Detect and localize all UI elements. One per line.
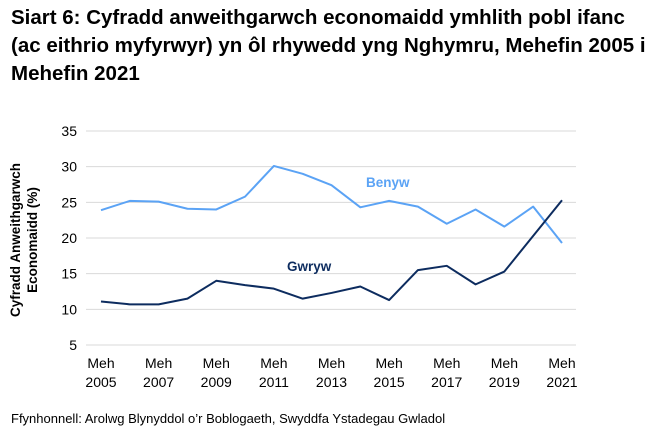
series-label-gwryw: Gwryw [287, 259, 332, 274]
series-line-benyw [100, 164, 563, 244]
chart-title: Siart 6: Cyfradd anweithgarwch economaid… [11, 6, 646, 85]
x-tick-label: 2021 [546, 374, 577, 390]
y-tick-label: 35 [61, 123, 77, 139]
series-line-gwryw [100, 199, 563, 306]
y-axis-label: Cyfradd Anweithgarwch [8, 163, 23, 317]
x-tick-label: Meh [260, 355, 287, 371]
x-tick-label: 2005 [85, 374, 116, 390]
x-tick-label: 2009 [201, 374, 232, 390]
x-tick-label: 2017 [431, 374, 462, 390]
source-note: Ffynhonnell: Arolwg Blynyddol o’r Boblog… [11, 411, 446, 426]
x-tick-label: Meh [87, 355, 114, 371]
x-tick-label: 2011 [259, 374, 289, 390]
x-tick-label: 2013 [316, 374, 347, 390]
y-tick-label: 15 [61, 266, 77, 282]
y-tick-label: 5 [69, 337, 77, 353]
x-tick-label: Meh [145, 355, 172, 371]
y-tick-label: 10 [61, 301, 77, 317]
x-tick-label: 2007 [143, 374, 174, 390]
x-tick-label: Meh [203, 355, 230, 371]
y-tick-label: 25 [61, 194, 77, 210]
series-label-benyw: Benyw [366, 175, 410, 190]
x-tick-label: Meh [548, 355, 575, 371]
x-tick-label: Meh [491, 355, 518, 371]
x-tick-label: Meh [376, 355, 403, 371]
x-tick-label: Meh [433, 355, 460, 371]
y-tick-label: 20 [61, 230, 77, 246]
x-tick-label: Meh [318, 355, 345, 371]
y-axis-label: Economaidd (%) [25, 187, 40, 293]
x-tick-label: 2015 [374, 374, 405, 390]
y-tick-label: 30 [61, 159, 77, 175]
x-tick-label: 2019 [489, 374, 520, 390]
